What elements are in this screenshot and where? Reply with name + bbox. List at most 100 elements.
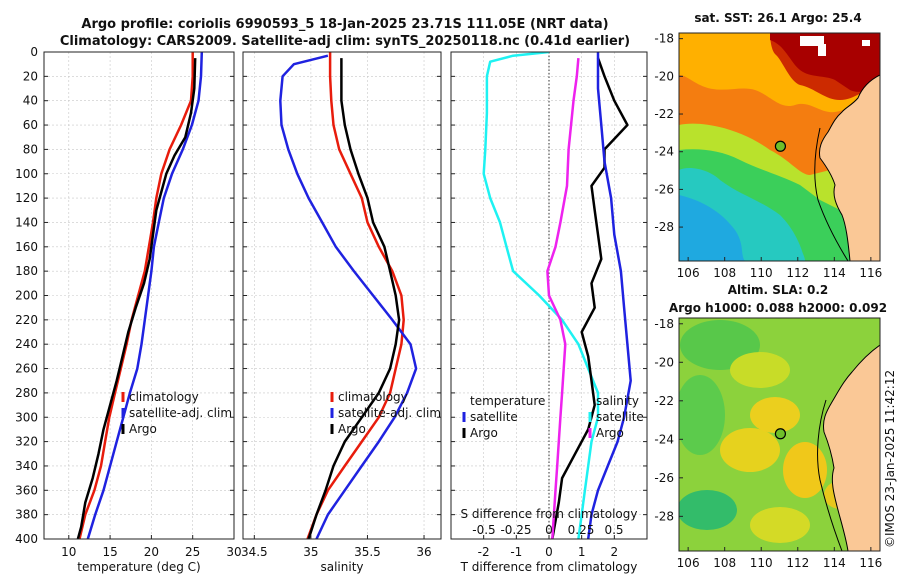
lat-tick-label: -20 xyxy=(654,355,674,369)
series-line-satellite-adj-clim xyxy=(279,54,418,539)
lon-tick-label: 108 xyxy=(713,556,736,570)
depth-tick-label: 340 xyxy=(15,459,38,473)
sla-map-title: Altim. SLA: 0.2 xyxy=(728,283,829,297)
legend-label: climatology xyxy=(129,390,199,404)
lat-tick-label: -18 xyxy=(654,32,674,46)
legend-title: salinity xyxy=(596,394,639,408)
lon-tick-label: 106 xyxy=(677,266,700,280)
sla-map: Altim. SLA: 0.2 Argo h1000: 0.088 h2000:… xyxy=(654,283,887,570)
lat-tick-label: -20 xyxy=(654,69,674,83)
difference-panel: -2 -1 0 1 2 T difference from climatology S … xyxy=(450,51,648,574)
series-line-climatology xyxy=(306,52,405,539)
series-line-satellite-adj-clim xyxy=(86,52,204,539)
lat-tick-label: -28 xyxy=(654,509,674,523)
temperature-xlabel: temperature (deg C) xyxy=(77,560,200,574)
figure-title-line1: Argo profile: coriolis 6990593_5 18-Jan-… xyxy=(81,17,608,32)
lon-tick-label: 114 xyxy=(823,556,846,570)
sst-land xyxy=(819,74,880,261)
lat-tick-label: -18 xyxy=(654,317,674,331)
legend-label: satellite xyxy=(470,410,518,424)
depth-tick-label: 360 xyxy=(15,483,38,497)
series-line-salinity-satellite xyxy=(586,52,632,539)
x-tick-label: 25 xyxy=(185,545,200,559)
sst-cloud-gap xyxy=(862,40,870,46)
sla-land xyxy=(823,344,880,551)
depth-tick-label: 280 xyxy=(15,386,38,400)
x-tick-label: 0 xyxy=(545,545,553,559)
depth-tick-label: 220 xyxy=(15,313,38,327)
legend-label: Argo xyxy=(338,422,366,436)
salinity-panel: 34.5 35 35.5 36 salinity climatology satelli… xyxy=(241,51,442,574)
depth-tick-label: 180 xyxy=(15,264,38,278)
depth-tick-label: 0 xyxy=(30,45,38,59)
depth-tick-label: 380 xyxy=(15,508,38,522)
legend-label: Argo xyxy=(470,426,498,440)
depth-tick-label: 400 xyxy=(15,532,38,546)
depth-tick-label: 140 xyxy=(15,215,38,229)
figure-title-line2: Climatology: CARS2009. Satellite-adj cli… xyxy=(60,34,630,49)
sla-high-patch xyxy=(750,397,800,433)
depth-tick-label: 300 xyxy=(15,410,38,424)
lat-tick-label: -24 xyxy=(654,432,674,446)
series-line-argo xyxy=(307,58,401,539)
sst-map-title: sat. SST: 26.1 Argo: 25.4 xyxy=(694,11,861,25)
legend-label: satellite-adj. clim xyxy=(129,406,232,420)
lon-tick-label: 106 xyxy=(677,556,700,570)
depth-tick-label: 240 xyxy=(15,337,38,351)
lon-tick-label: 108 xyxy=(713,266,736,280)
depth-tick-label: 60 xyxy=(23,118,38,132)
sla-map-subtitle: Argo h1000: 0.088 h2000: 0.092 xyxy=(669,301,887,315)
legend-label: Argo xyxy=(596,426,624,440)
lon-tick-label: 116 xyxy=(859,556,882,570)
sla-shelf-contour xyxy=(817,399,843,551)
s-difference-label: S difference from climatology xyxy=(461,507,638,521)
legend-label: Argo xyxy=(129,422,157,436)
timestamp: ©IMOS 23-Jan-2025 11:42:12 xyxy=(883,370,897,548)
sst-cloud-gap xyxy=(800,36,824,46)
series-line-climatology xyxy=(78,52,194,539)
sla-high-patch xyxy=(720,428,780,472)
x-tick-label: 30 xyxy=(226,545,241,559)
sst-hottest-region xyxy=(770,33,880,92)
legend-label: satellite-adj. clim xyxy=(338,406,441,420)
lat-tick-label: -26 xyxy=(654,471,674,485)
legend-title: temperature xyxy=(470,394,545,408)
sla-high-patch xyxy=(783,442,827,498)
depth-tick-label: 20 xyxy=(23,69,38,83)
sst-cold-patch xyxy=(755,240,805,261)
depth-tick-label: 40 xyxy=(23,94,38,108)
lat-tick-label: -26 xyxy=(654,182,674,196)
depth-tick-label: 260 xyxy=(15,362,38,376)
sst-map: sat. SST: 26.1 Argo: 25.4 106 108 110 112 11… xyxy=(654,11,882,280)
x-tick-label: -2 xyxy=(478,545,490,559)
lat-tick-label: -28 xyxy=(654,220,674,234)
lon-tick-label: 114 xyxy=(823,266,846,280)
sla-high-patch xyxy=(730,352,790,388)
legend-label: climatology xyxy=(338,390,408,404)
series-line-temperature-satellite xyxy=(482,52,600,539)
temperature-panel: 0 20 40 60 80 100 120 140 160 180 200 220 240 260 280 3… xyxy=(15,45,242,574)
x-tick-label: 1 xyxy=(578,545,586,559)
lat-tick-label: -24 xyxy=(654,145,674,159)
x-tick-label: 34.5 xyxy=(241,545,268,559)
depth-tick-label: 320 xyxy=(15,435,38,449)
difference-xlabel: T difference from climatology xyxy=(460,560,638,574)
sst-cloud-gap xyxy=(818,44,826,56)
sst-coldest-region xyxy=(679,195,745,261)
sla-low-patch xyxy=(679,490,737,530)
x-tick-label: 2 xyxy=(611,545,619,559)
lon-tick-label: 112 xyxy=(786,556,809,570)
lat-tick-label: -22 xyxy=(654,394,674,408)
x-tick-label: -1 xyxy=(510,545,522,559)
s-tick-label: 0.5 xyxy=(604,523,623,537)
series-line-argo xyxy=(76,58,197,539)
lon-tick-label: 116 xyxy=(859,266,882,280)
depth-tick-label: 80 xyxy=(23,142,38,156)
sla-high-patch xyxy=(750,507,810,543)
s-tick-label: -0.25 xyxy=(500,523,531,537)
lon-tick-label: 112 xyxy=(786,266,809,280)
sst-frame xyxy=(678,32,881,262)
legend-label: satellite xyxy=(596,410,644,424)
series-line-salinity-argo xyxy=(546,57,580,539)
series-line-temperature-argo xyxy=(551,57,629,539)
